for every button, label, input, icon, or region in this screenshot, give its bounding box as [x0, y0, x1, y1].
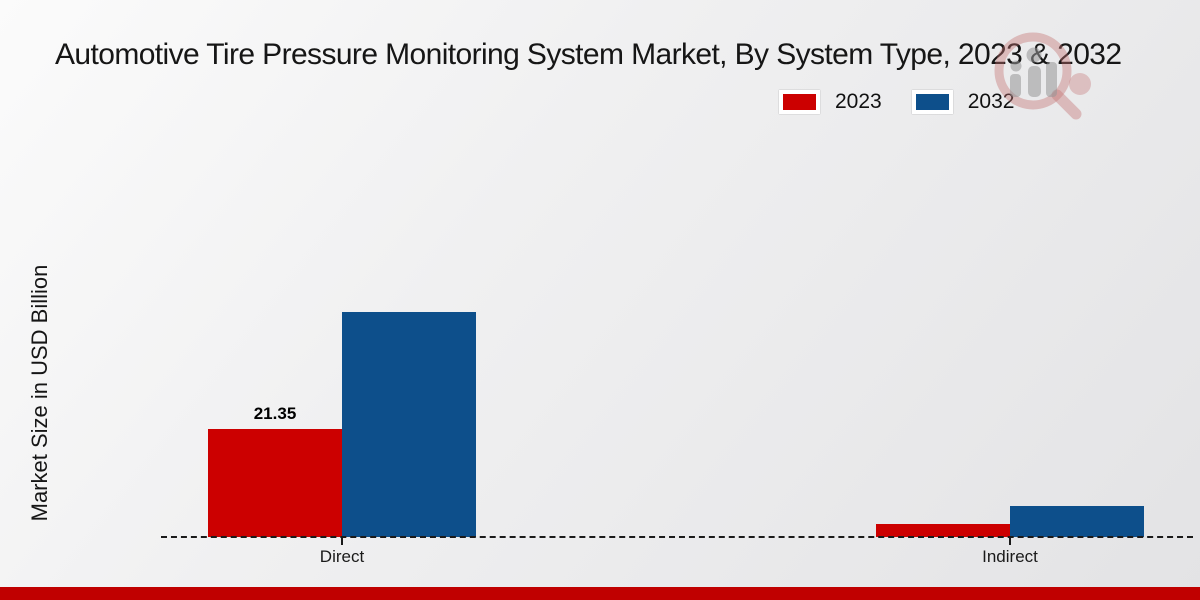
- legend-label-2023: 2023: [835, 90, 882, 113]
- bar-direct-2023: [208, 429, 342, 537]
- legend-swatch-2023: [783, 94, 816, 110]
- legend-item-2023: 2023: [779, 90, 882, 114]
- legend: 2023 2032: [779, 90, 1014, 114]
- legend-swatch-2032: [915, 94, 949, 110]
- bar-direct-2032: [342, 312, 476, 537]
- legend-swatch-frame: [911, 90, 953, 114]
- x-tick-direct: [341, 537, 343, 545]
- x-category-label-direct: Direct: [319, 547, 365, 566]
- chart-title: Automotive Tire Pressure Monitoring Syst…: [55, 38, 1122, 71]
- y-axis-label: Market Size in USD Billion: [27, 264, 52, 522]
- x-tick-indirect: [1009, 537, 1011, 545]
- bar-indirect-2023: [876, 524, 1010, 537]
- legend-swatch-frame: [779, 90, 820, 114]
- legend-label-2032: 2032: [967, 90, 1015, 113]
- magnifier-bar-chart-logo-icon: [994, 32, 1091, 120]
- x-category-label-indirect: Indirect: [982, 547, 1038, 566]
- legend-item-2032: 2032: [911, 90, 1015, 114]
- bar-indirect-2032: [1010, 506, 1144, 537]
- x-axis-baseline: [161, 536, 1193, 538]
- footer-accent-strip: [0, 587, 1200, 600]
- bar-value-label-direct-2023: 21.35: [253, 404, 297, 423]
